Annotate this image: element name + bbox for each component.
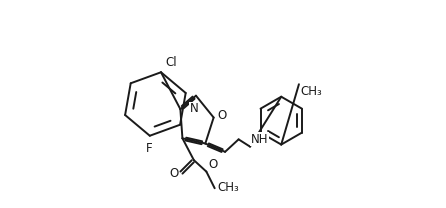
Text: O: O (218, 109, 227, 122)
Text: O: O (169, 167, 179, 180)
Text: N: N (190, 102, 198, 115)
Text: F: F (145, 142, 152, 155)
Text: NH: NH (251, 133, 268, 146)
Text: Cl: Cl (165, 56, 177, 69)
Text: O: O (209, 158, 218, 171)
Text: CH₃: CH₃ (301, 85, 322, 98)
Text: CH₃: CH₃ (217, 181, 239, 194)
